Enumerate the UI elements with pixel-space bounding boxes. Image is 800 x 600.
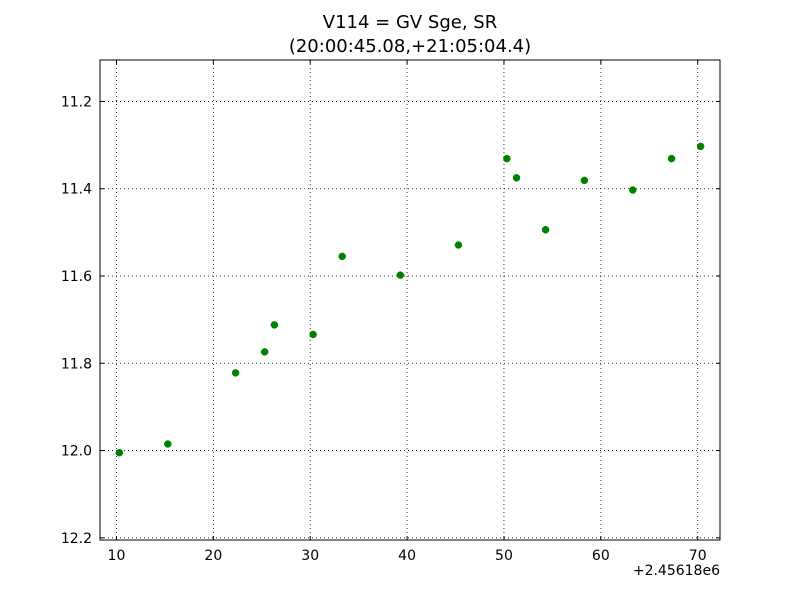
plot-frame (99, 59, 721, 541)
data-point (454, 241, 463, 249)
x-tick-label: 10 (108, 548, 126, 564)
x-tick-label: 20 (204, 548, 222, 564)
data-point (541, 225, 550, 234)
y-tick-label: 12.2 (61, 531, 92, 547)
tick-labels: 10 20 30 40 50 60 70 11.2 11.4 11.6 11.8 12.0 12.2 (61, 94, 707, 564)
x-tick-label: 40 (398, 548, 416, 564)
data-point (164, 440, 172, 448)
y-tick-label: 11.8 (61, 356, 92, 372)
data-point (270, 321, 279, 329)
x-tick-label: 30 (301, 548, 319, 564)
y-tick-label: 11.4 (61, 182, 92, 198)
data-point (629, 186, 637, 194)
grid (100, 60, 720, 540)
data-point (696, 142, 705, 151)
plot-area (100, 60, 720, 540)
x-tick-label: 60 (592, 548, 610, 564)
axis-ticks (100, 60, 720, 540)
y-tick-label: 11.6 (61, 269, 92, 285)
chart-title: V114 = GV Sge, SR (323, 12, 497, 33)
data-point (580, 176, 589, 185)
data-point (231, 369, 240, 377)
x-tick-label: 70 (689, 548, 707, 564)
x-offset-label: +2.45618e6 (633, 563, 720, 579)
y-tick-label: 11.2 (61, 94, 92, 110)
data-point (338, 252, 346, 261)
data-point (512, 174, 521, 182)
data-point (503, 154, 511, 163)
x-tick-label: 50 (495, 548, 513, 564)
data-point (396, 271, 405, 279)
data-points (115, 142, 705, 457)
data-point (667, 154, 676, 163)
data-point (309, 330, 317, 339)
data-point (115, 448, 124, 457)
y-tick-label: 12.0 (61, 444, 92, 460)
data-point (260, 348, 269, 356)
chart-subtitle: (20:00:45.08,+21:05:04.4) (289, 36, 531, 57)
